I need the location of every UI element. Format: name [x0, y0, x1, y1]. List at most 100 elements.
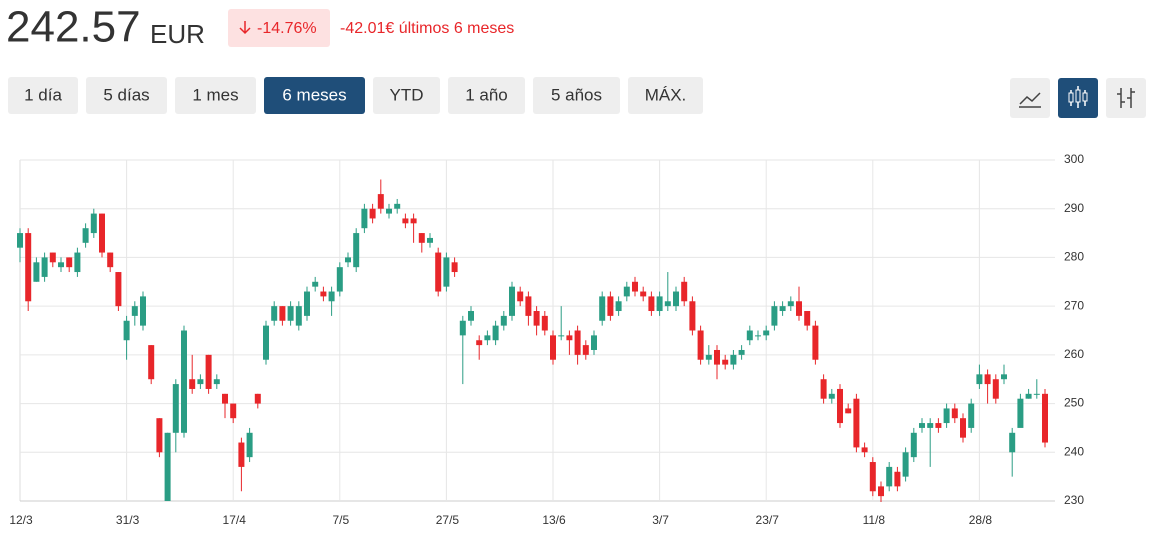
range-button[interactable] — [448, 77, 525, 114]
candle-body — [304, 291, 310, 316]
candle-body — [107, 252, 114, 268]
x-tick-label: 28/8 — [969, 513, 993, 527]
x-tick-label: 31/3 — [116, 513, 140, 527]
range-button-label[interactable]: 1 año — [465, 85, 508, 104]
y-tick-label: 230 — [1064, 493, 1084, 507]
candle-body — [779, 306, 786, 312]
down-arrow — [239, 21, 251, 35]
candle-body — [459, 320, 466, 336]
candle-body — [49, 252, 56, 263]
candle-body — [607, 296, 614, 316]
candle-body — [984, 374, 991, 385]
x-tick-label: 3/7 — [652, 513, 669, 527]
candle-body — [574, 330, 581, 355]
x-tick-label: 27/5 — [436, 513, 460, 527]
candle-body — [336, 267, 343, 292]
y-tick-label: 300 — [1064, 152, 1084, 166]
y-tick-label: 250 — [1064, 396, 1084, 410]
candle-body — [181, 330, 187, 433]
candle-body — [771, 306, 778, 326]
candle-body — [632, 281, 638, 292]
range-button[interactable] — [628, 77, 703, 114]
candle-body — [566, 335, 573, 341]
candle-body — [246, 432, 253, 458]
range-button-label[interactable]: 1 día — [24, 85, 62, 104]
candle-body — [640, 291, 647, 297]
candle-body — [25, 233, 32, 302]
candle-icon — [1068, 92, 1074, 103]
range-button-label[interactable]: MÁX. — [645, 85, 687, 104]
ohlc-icon — [1117, 88, 1135, 108]
candle-body — [853, 398, 860, 448]
candle-body — [697, 330, 704, 360]
candle-body — [886, 466, 893, 487]
candle-body — [935, 423, 942, 428]
candle-body — [320, 291, 327, 297]
candle-body — [82, 228, 89, 243]
candle-body — [951, 408, 958, 419]
candle-body — [295, 306, 302, 326]
candle-body — [148, 345, 155, 380]
candle-body — [222, 393, 228, 404]
range-button[interactable] — [86, 77, 167, 114]
range-button[interactable] — [373, 77, 440, 114]
candle-body — [648, 296, 655, 312]
line-icon — [1019, 92, 1041, 108]
candle-body — [656, 296, 663, 312]
candle-body — [263, 325, 269, 360]
candle-body — [345, 257, 351, 263]
candle-body — [550, 335, 556, 360]
candle-body — [804, 311, 811, 326]
range-button-label[interactable]: YTD — [390, 85, 424, 104]
candle-body — [394, 203, 401, 209]
candle-body — [927, 423, 934, 428]
candle-body — [156, 418, 163, 453]
y-tick-label: 290 — [1064, 201, 1084, 215]
range-button-label[interactable]: 1 mes — [192, 85, 238, 104]
candle-body — [189, 379, 196, 389]
range-button-label[interactable]: 6 meses — [282, 85, 346, 104]
candle-body — [509, 286, 515, 316]
range-button[interactable] — [264, 77, 365, 114]
candle-body — [1042, 393, 1048, 443]
candle-body — [1001, 374, 1007, 380]
line-chart-button[interactable] — [1010, 78, 1050, 118]
ohlc-chart-button[interactable] — [1106, 78, 1146, 118]
candle-body — [435, 252, 442, 292]
candle-body — [33, 262, 40, 282]
candle-body — [353, 233, 360, 268]
candle-body — [369, 208, 376, 219]
candle-body — [976, 374, 983, 385]
candle-body — [541, 315, 548, 331]
candle-body — [58, 262, 64, 268]
candle-body — [361, 208, 368, 229]
range-button-label[interactable]: 5 años — [551, 85, 602, 104]
candle-body — [968, 403, 975, 428]
x-tick-label: 11/8 — [863, 513, 886, 527]
candle-body — [623, 286, 630, 297]
candle-body — [582, 345, 589, 355]
candle-body — [172, 384, 179, 433]
candle-body — [992, 379, 999, 399]
range-button[interactable] — [533, 77, 620, 114]
change-abs: -42.01€ últimos 6 meses — [340, 20, 514, 37]
candle-body — [443, 257, 450, 287]
candle-body — [279, 306, 286, 321]
candle-body — [418, 233, 425, 243]
y-tick-label: 260 — [1064, 347, 1084, 361]
candle-body — [90, 213, 97, 234]
candle-body — [66, 257, 73, 268]
range-button[interactable] — [175, 77, 256, 114]
y-tick-label: 270 — [1064, 298, 1084, 312]
range-button-label[interactable]: 5 días — [103, 85, 149, 104]
candle-body — [787, 301, 794, 307]
candle-body — [558, 335, 565, 337]
candle-body — [230, 403, 237, 419]
candle-body — [476, 340, 483, 346]
range-button[interactable] — [8, 77, 78, 114]
candle-body — [943, 408, 950, 424]
candle-body — [410, 218, 417, 224]
candle-body — [869, 462, 876, 492]
